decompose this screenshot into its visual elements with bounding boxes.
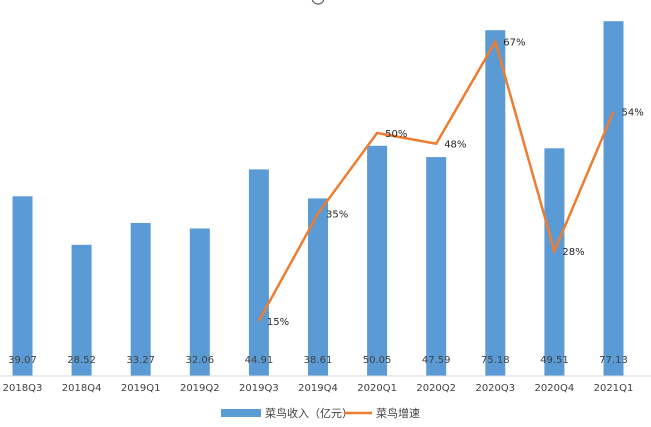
- bar-2019Q2: [189, 228, 210, 376]
- bar-value-label: 28.52: [67, 355, 96, 366]
- x-tick-label: 2019Q1: [121, 383, 161, 394]
- bar-value-label: 75.18: [481, 355, 510, 366]
- bar-2020Q1: [367, 145, 388, 376]
- growth-value-label: 28%: [562, 247, 584, 258]
- bar-value-label: 77.13: [599, 355, 628, 366]
- legend-label-growth: 菜鸟增速: [376, 406, 420, 420]
- growth-value-label: 50%: [385, 129, 407, 140]
- x-tick-label: 2020Q4: [535, 383, 575, 394]
- bar-value-label: 33.27: [126, 355, 155, 366]
- growth-value-label: 35%: [326, 210, 348, 221]
- x-tick-label: 2020Q3: [475, 383, 515, 394]
- bar-value-label: 47.59: [422, 355, 451, 366]
- bar-2020Q2: [426, 157, 447, 376]
- legend-label-revenue: 菜鸟收入（亿元）: [265, 406, 353, 420]
- x-tick-label: 2019Q2: [180, 383, 220, 394]
- bar-2020Q3: [485, 30, 506, 376]
- growth-value-label: 48%: [444, 140, 466, 151]
- bar-2018Q3: [12, 196, 33, 376]
- bar-2021Q1: [603, 21, 624, 376]
- bar-2019Q4: [308, 198, 328, 376]
- bar-2019Q1: [130, 223, 151, 376]
- legend-swatch-revenue: [221, 409, 261, 417]
- bar-value-label: 38.61: [304, 355, 333, 366]
- x-tick-label: 2019Q3: [239, 383, 279, 394]
- x-tick-label: 2020Q2: [416, 383, 456, 394]
- bar-value-label: 50.05: [363, 355, 392, 366]
- bar-2020Q4: [544, 148, 565, 376]
- x-tick-label: 2018Q4: [62, 383, 102, 394]
- growth-value-label: 67%: [503, 38, 525, 49]
- legend: 菜鸟收入（亿元） 菜鸟增速: [221, 406, 420, 420]
- bar-2019Q3: [248, 169, 269, 376]
- title-fragment: [311, 0, 325, 5]
- growth-value-label: 15%: [267, 317, 289, 328]
- bar-value-label: 32.06: [185, 355, 214, 366]
- growth-value-label: 54%: [622, 108, 644, 119]
- x-tick-label: 2018Q3: [3, 383, 43, 394]
- bar-value-label: 44.91: [245, 355, 274, 366]
- x-tick-label: 2021Q1: [594, 383, 634, 394]
- growth-line: [257, 38, 615, 322]
- bar-value-label: 49.51: [540, 355, 569, 366]
- bar-2018Q4: [71, 244, 92, 376]
- x-tick-label: 2020Q1: [357, 383, 397, 394]
- bar-value-label: 39.07: [8, 355, 37, 366]
- x-tick-label: 2019Q4: [298, 383, 338, 394]
